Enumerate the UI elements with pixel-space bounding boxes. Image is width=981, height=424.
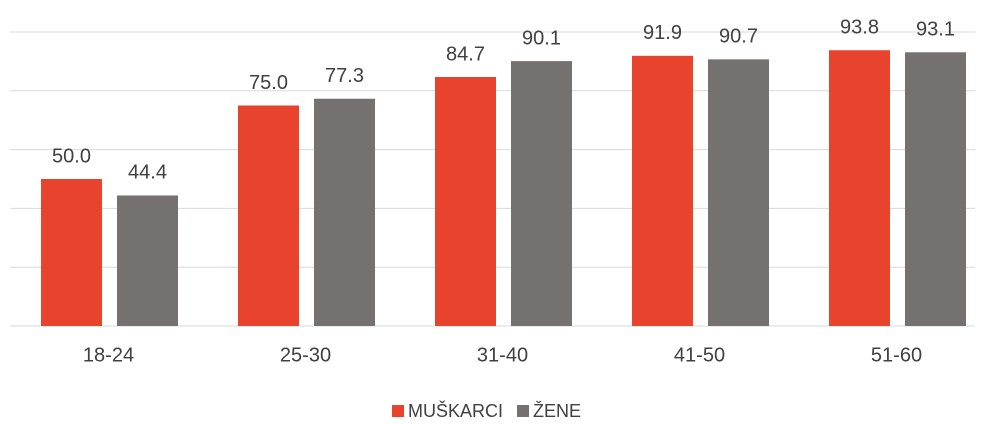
data-label: 90.7	[719, 26, 758, 48]
bar	[314, 98, 375, 326]
legend-label: MUŠKARCI	[408, 400, 503, 421]
bar	[708, 59, 769, 326]
data-label: 93.1	[916, 19, 955, 41]
data-label: 44.4	[128, 162, 167, 184]
bar	[511, 61, 572, 327]
data-label: 93.8	[840, 17, 879, 39]
x-tick-label: 18-24	[83, 344, 134, 366]
bar	[829, 50, 890, 327]
bar	[435, 76, 496, 327]
bar	[632, 55, 693, 327]
x-tick-label: 25-30	[280, 344, 331, 366]
data-label: 90.1	[522, 27, 561, 49]
bar	[238, 105, 299, 326]
legend-swatch	[517, 405, 530, 417]
bar	[117, 195, 178, 326]
legend-swatch	[392, 405, 404, 417]
x-tick-label: 31-40	[477, 344, 528, 366]
data-label: 84.7	[446, 43, 485, 65]
legend-label: ŽENE	[533, 401, 581, 421]
data-label: 91.9	[643, 22, 682, 44]
data-label: 50.0	[52, 145, 91, 167]
bar	[41, 179, 102, 326]
bar	[905, 52, 966, 326]
x-tick-label: 41-50	[674, 344, 725, 366]
data-label: 75.0	[249, 72, 288, 94]
data-label: 77.3	[325, 65, 364, 87]
x-tick-label: 51-60	[871, 344, 922, 366]
